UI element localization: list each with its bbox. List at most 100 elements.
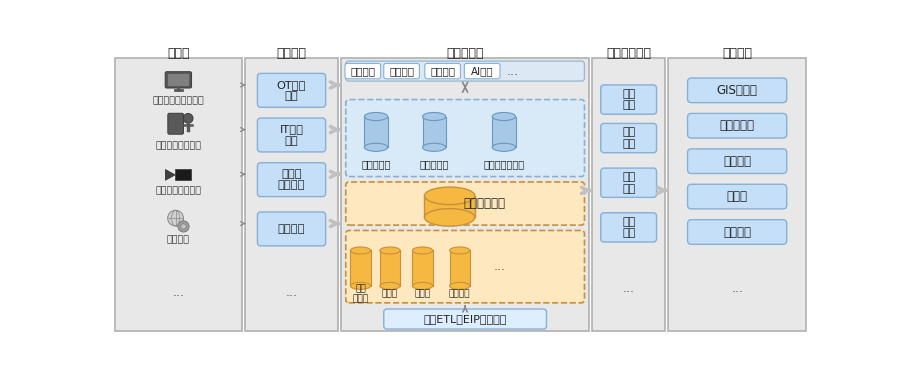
Text: ...: ... bbox=[173, 286, 184, 298]
Ellipse shape bbox=[450, 283, 470, 289]
Circle shape bbox=[167, 210, 184, 226]
Ellipse shape bbox=[380, 247, 400, 254]
FancyBboxPatch shape bbox=[257, 118, 326, 152]
Ellipse shape bbox=[350, 247, 371, 254]
Text: 煤炭工业视频监控: 煤炭工业视频监控 bbox=[156, 186, 202, 195]
Text: AI建模: AI建模 bbox=[471, 66, 493, 76]
Text: 生产分析: 生产分析 bbox=[350, 66, 375, 76]
Bar bbox=[364, 116, 388, 147]
Ellipse shape bbox=[364, 143, 388, 151]
Text: 指标
数据: 指标 数据 bbox=[622, 217, 635, 238]
Text: 煤矿生产、安全系统: 煤矿生产、安全系统 bbox=[152, 97, 204, 106]
Ellipse shape bbox=[380, 283, 400, 289]
Ellipse shape bbox=[364, 113, 388, 121]
Text: 手工填报: 手工填报 bbox=[278, 224, 305, 234]
FancyBboxPatch shape bbox=[425, 63, 461, 79]
FancyBboxPatch shape bbox=[346, 61, 584, 81]
FancyBboxPatch shape bbox=[688, 149, 787, 173]
FancyBboxPatch shape bbox=[688, 113, 787, 138]
Text: 数据交换共享: 数据交换共享 bbox=[607, 47, 651, 60]
Bar bbox=[115, 58, 242, 330]
FancyBboxPatch shape bbox=[383, 309, 546, 329]
Text: 数据ETL、EIP对象建模: 数据ETL、EIP对象建模 bbox=[423, 314, 507, 324]
FancyBboxPatch shape bbox=[688, 184, 787, 209]
FancyBboxPatch shape bbox=[688, 220, 787, 244]
Text: 时空分析: 时空分析 bbox=[430, 66, 455, 76]
Ellipse shape bbox=[425, 209, 475, 226]
FancyBboxPatch shape bbox=[167, 113, 184, 134]
Bar bbox=[592, 58, 665, 330]
Ellipse shape bbox=[492, 113, 516, 121]
Bar bbox=[350, 250, 371, 286]
Bar bbox=[450, 250, 470, 286]
Text: 时序库: 时序库 bbox=[382, 289, 398, 298]
Text: 数据采集: 数据采集 bbox=[276, 47, 307, 60]
Text: 音视频库: 音视频库 bbox=[449, 289, 471, 298]
Text: ...: ... bbox=[507, 65, 518, 77]
Circle shape bbox=[181, 224, 186, 229]
FancyBboxPatch shape bbox=[346, 182, 584, 225]
Bar bbox=[341, 58, 590, 330]
Text: ...: ... bbox=[285, 286, 298, 298]
Bar bbox=[422, 116, 446, 147]
Text: ...: ... bbox=[623, 283, 634, 296]
Ellipse shape bbox=[492, 143, 516, 151]
Polygon shape bbox=[166, 170, 176, 180]
Bar bbox=[380, 250, 400, 286]
Text: OT数据
采集: OT数据 采集 bbox=[277, 80, 306, 101]
FancyBboxPatch shape bbox=[346, 231, 584, 303]
Bar bbox=[668, 58, 806, 330]
Bar bbox=[492, 116, 516, 147]
Text: 煤矿数据仓库: 煤矿数据仓库 bbox=[464, 197, 506, 210]
Ellipse shape bbox=[412, 247, 433, 254]
Text: ...: ... bbox=[494, 260, 506, 273]
FancyBboxPatch shape bbox=[601, 85, 657, 114]
Text: 实时
数据: 实时 数据 bbox=[622, 89, 635, 110]
Bar bbox=[412, 250, 433, 286]
Text: 大数据平台: 大数据平台 bbox=[446, 47, 484, 60]
FancyBboxPatch shape bbox=[688, 78, 787, 103]
Text: 测点
实时库: 测点 实时库 bbox=[353, 284, 369, 303]
FancyBboxPatch shape bbox=[383, 63, 419, 79]
Text: 数据源: 数据源 bbox=[167, 47, 190, 60]
FancyBboxPatch shape bbox=[345, 63, 381, 79]
Text: 综合管控: 综合管控 bbox=[724, 226, 752, 238]
Ellipse shape bbox=[422, 143, 446, 151]
Ellipse shape bbox=[450, 247, 470, 254]
Ellipse shape bbox=[422, 113, 446, 121]
Text: 地质地测: 地质地测 bbox=[166, 235, 190, 244]
FancyBboxPatch shape bbox=[166, 72, 192, 88]
Text: IT数据
采集: IT数据 采集 bbox=[280, 124, 303, 146]
FancyBboxPatch shape bbox=[257, 74, 326, 107]
Bar bbox=[176, 170, 192, 180]
Text: 安全分析: 安全分析 bbox=[389, 66, 414, 76]
Text: 结果展示: 结果展示 bbox=[722, 47, 752, 60]
Text: 其他业务分析库: 其他业务分析库 bbox=[483, 159, 525, 169]
Text: 历史
数据: 历史 数据 bbox=[622, 127, 635, 149]
Text: 移动端: 移动端 bbox=[726, 190, 748, 203]
Text: ...: ... bbox=[731, 283, 743, 296]
Text: 煤矿经营管理系统: 煤矿经营管理系统 bbox=[156, 141, 202, 150]
FancyBboxPatch shape bbox=[601, 213, 657, 242]
Bar bbox=[425, 196, 475, 217]
Text: 管理驾驶舱: 管理驾驶舱 bbox=[720, 119, 754, 132]
FancyBboxPatch shape bbox=[257, 212, 326, 246]
Text: 时空
数据: 时空 数据 bbox=[622, 172, 635, 194]
Text: 业务报表: 业务报表 bbox=[724, 155, 752, 168]
Ellipse shape bbox=[425, 187, 475, 205]
Ellipse shape bbox=[412, 283, 433, 289]
Text: 煤矿专题库: 煤矿专题库 bbox=[419, 159, 449, 169]
FancyBboxPatch shape bbox=[601, 168, 657, 197]
Ellipse shape bbox=[350, 283, 371, 289]
Circle shape bbox=[184, 113, 193, 123]
Bar bbox=[167, 74, 189, 86]
FancyBboxPatch shape bbox=[464, 63, 500, 79]
Text: 音视频
数据采集: 音视频 数据采集 bbox=[278, 169, 305, 190]
FancyBboxPatch shape bbox=[346, 99, 584, 176]
Bar bbox=[245, 58, 338, 330]
Circle shape bbox=[178, 221, 189, 232]
Text: 煤矿主题库: 煤矿主题库 bbox=[361, 159, 391, 169]
FancyBboxPatch shape bbox=[257, 163, 326, 197]
FancyBboxPatch shape bbox=[601, 123, 657, 153]
Text: GIS一张图: GIS一张图 bbox=[716, 84, 758, 97]
